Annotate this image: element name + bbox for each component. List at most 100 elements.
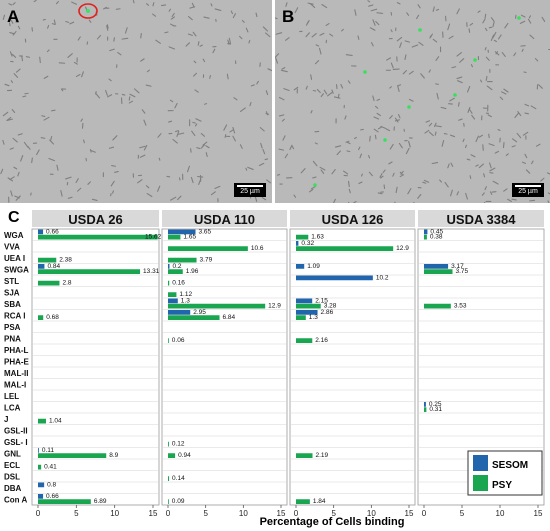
bar-value-label: 0.14 [172,475,185,482]
bacterium-speck [267,68,272,72]
bacterium-speck [209,74,211,79]
bacterium-speck [189,6,196,9]
bacterium-speck [174,130,179,133]
bar-sesom [38,482,45,488]
bar-value-label: 0.16 [172,280,185,287]
bacterium-speck [239,144,243,149]
fluorescent-cell [418,28,422,32]
bacterium-speck [354,136,357,140]
panel-c-label: C [8,209,20,226]
category-label: PHA-E [4,357,30,366]
legend-swatch-sesom [473,455,488,471]
bar-value-label: 6.84 [223,314,236,321]
bacterium-speck [360,173,363,177]
bacterium-speck [249,101,252,107]
bacterium-speck [305,85,308,90]
bar-value-label: 2.86 [321,309,334,316]
facet-header [32,210,159,227]
bacterium-speck [449,97,455,102]
bar-sesom [296,275,373,281]
bar-value-label: 3.53 [454,303,467,310]
bacterium-speck [2,139,5,145]
bacterium-speck [420,73,425,79]
lectin-binding-chart: C WGA VVA UEA I SWGA STL SJA SBA RCA I PSA PNA PHA… [4,209,545,528]
bacterium-speck [525,169,531,174]
bar-psy [296,499,310,504]
bacterium-speck [357,35,360,40]
category-label: RCA I [4,311,25,320]
bacterium-speck [283,88,290,92]
bacterium-speck [314,60,320,65]
bacterium-speck [291,145,295,150]
bacterium-speck [331,169,336,175]
bacterium-speck [373,116,380,120]
bar-value-label: 0.66 [46,228,59,235]
bar-psy [168,453,176,458]
bacterium-speck [266,179,272,184]
bacterium-speck [187,165,190,173]
bar-value-label: 3.28 [324,303,337,310]
bacterium-speck [278,96,285,101]
bacterium-speck [212,48,216,54]
bacterium-speck [499,96,504,101]
bacterium-speck [377,126,382,130]
bacterium-speck [377,192,383,195]
x-axis-title: Percentage of Cells binding [260,516,405,528]
fluorescent-cell [363,70,367,74]
bacterium-speck [321,3,328,9]
category-label: PHA-L [4,346,29,355]
bacterium-speck [517,110,522,117]
bacterium-speck [247,166,254,170]
fluorescent-cell [407,105,411,109]
bacterium-speck [13,73,19,78]
category-label: DSL [4,472,20,481]
bacterium-speck [264,158,269,161]
facet-header [290,210,415,227]
bacterium-speck [333,96,341,99]
bacterium-speck [379,173,383,178]
bacterium-speck [372,19,376,26]
bacterium-speck [121,37,129,40]
bacterium-speck [507,198,512,202]
panel-a-label: A [7,7,20,26]
bacterium-speck [43,116,50,121]
bacterium-speck [36,149,40,156]
bacterium-speck [449,134,456,138]
bar-value-label: 10.6 [251,245,264,252]
bacterium-speck [117,52,122,56]
bacterium-speck [436,92,439,100]
bacterium-speck [310,3,316,8]
bar-psy [424,303,451,309]
bacterium-speck [305,32,310,38]
bar-value-label: 2.95 [193,309,206,316]
bar-psy [38,257,57,263]
bacterium-speck [450,162,454,167]
bacterium-speck [343,170,349,175]
bacterium-speck [170,196,177,201]
bar-value-label: 6.89 [94,498,107,505]
scale-bar-a-label: 25 µm [240,188,260,195]
bacterium-speck [9,18,14,24]
bacterium-speck [105,89,108,96]
bacterium-speck [444,181,449,188]
fluorescent-cell [453,93,457,97]
bacterium-speck [407,188,412,195]
bacterium-speck [111,165,116,167]
bacterium-speck [489,162,492,169]
bacterium-speck [227,39,230,45]
bacterium-speck [13,166,18,170]
bar-sesom [424,402,426,407]
bar-value-label: 2.16 [315,337,328,344]
bar-psy [168,441,169,447]
bacterium-speck [480,79,483,83]
bacterium-speck [91,198,98,202]
bacterium-speck [503,188,508,192]
bacterium-speck [197,175,204,178]
bacterium-speck [448,35,454,40]
bacterium-speck [50,135,53,141]
bacterium-speck [369,135,371,142]
bacterium-speck [432,38,438,43]
bacterium-speck [275,32,283,35]
bacterium-speck [255,12,258,18]
legend: SESOM PSY [467,450,543,496]
